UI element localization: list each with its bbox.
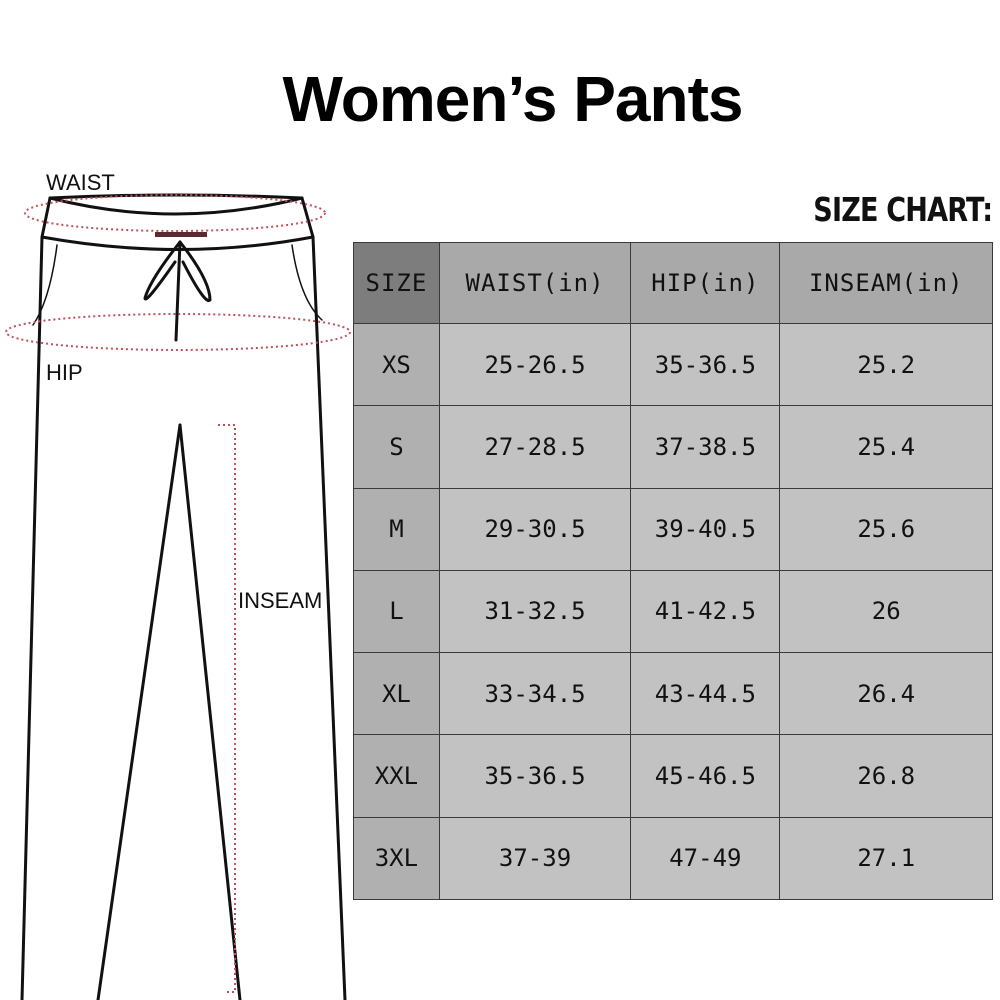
cell-inseam: 25.4 — [779, 405, 993, 489]
cell-size: M — [353, 487, 440, 571]
cell-waist: 25-26.5 — [438, 322, 632, 407]
hip-label: HIP — [46, 360, 83, 385]
cell-size: XXL — [353, 734, 440, 818]
cell-inseam: 27.1 — [779, 816, 993, 901]
cell-size: XS — [353, 322, 440, 407]
header-waist: WAIST(in) — [438, 242, 632, 324]
cell-hip: 39-40.5 — [630, 487, 781, 571]
cell-waist: 35-36.5 — [438, 734, 632, 818]
cell-waist: 37-39 — [438, 816, 632, 901]
cell-inseam: 26.8 — [779, 734, 993, 818]
cell-hip: 41-42.5 — [630, 569, 781, 654]
table-row: L 31-32.5 41-42.5 26 — [353, 569, 993, 654]
inseam-label: INSEAM — [238, 588, 323, 614]
cell-size: S — [353, 405, 440, 489]
waist-label: WAIST — [46, 170, 115, 195]
table-row: XL 33-34.5 43-44.5 26.4 — [353, 652, 993, 736]
table-row: XS 25-26.5 35-36.5 25.2 — [353, 322, 993, 407]
table-header-row: SIZE WAIST(in) HIP(in) INSEAM(in) — [353, 242, 993, 324]
cell-size: L — [353, 569, 440, 654]
cell-hip: 45-46.5 — [630, 734, 781, 818]
header-hip: HIP(in) — [630, 242, 781, 324]
cell-size: 3XL — [353, 816, 440, 901]
header-inseam: INSEAM(in) — [779, 242, 993, 324]
size-chart-label: SIZE CHART: — [813, 190, 993, 229]
cell-hip: 43-44.5 — [630, 652, 781, 736]
cell-waist: 31-32.5 — [438, 569, 632, 654]
cell-waist: 29-30.5 — [438, 487, 632, 571]
cell-waist: 33-34.5 — [438, 652, 632, 736]
cell-inseam: 25.2 — [779, 322, 993, 407]
cell-hip: 35-36.5 — [630, 322, 781, 407]
size-chart-table: SIZE WAIST(in) HIP(in) INSEAM(in) XS 25-2… — [353, 242, 993, 901]
page-title: Women’s Pants — [282, 63, 744, 135]
cell-inseam: 26.4 — [779, 652, 993, 736]
cell-hip: 47-49 — [630, 816, 781, 901]
cell-size: XL — [353, 652, 440, 736]
pants-diagram — [5, 193, 351, 1000]
cell-waist: 27-28.5 — [438, 405, 632, 489]
cell-hip: 37-38.5 — [630, 405, 781, 489]
table-row: S 27-28.5 37-38.5 25.4 — [353, 405, 993, 489]
header-size: SIZE — [353, 242, 440, 324]
table-row: 3XL 37-39 47-49 27.1 — [353, 816, 993, 901]
cell-inseam: 25.6 — [779, 487, 993, 571]
table-row: XXL 35-36.5 45-46.5 26.8 — [353, 734, 993, 818]
table-row: M 29-30.5 39-40.5 25.6 — [353, 487, 993, 571]
cell-inseam: 26 — [779, 569, 993, 654]
